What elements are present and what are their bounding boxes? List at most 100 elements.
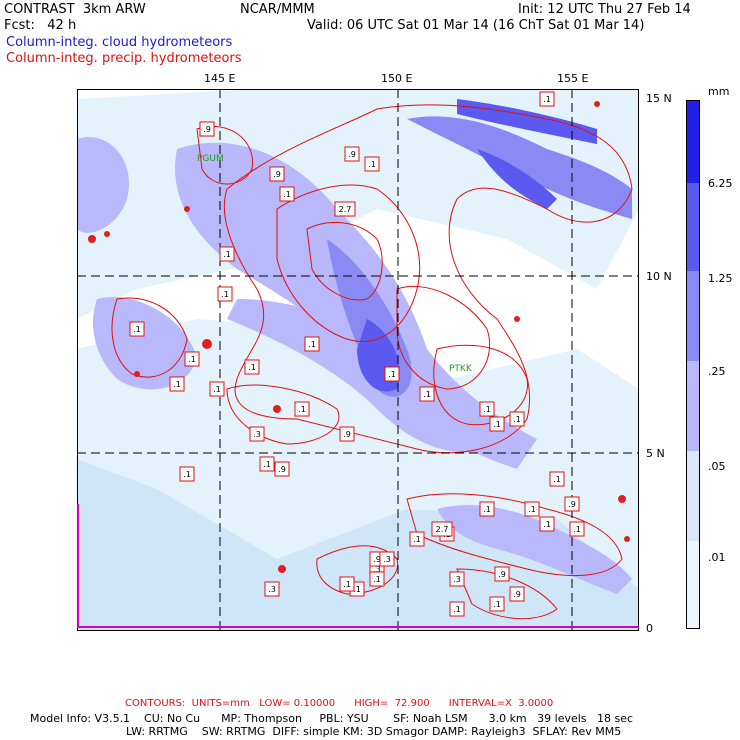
contour-label: .1 <box>388 370 396 379</box>
contour-label: .1 <box>298 405 306 414</box>
contour-label: .9 <box>343 430 351 439</box>
contour-label: .1 <box>283 190 291 199</box>
contour-label-box <box>489 416 505 432</box>
contour-label-box <box>274 461 290 477</box>
contour-label: .1 <box>513 415 521 424</box>
contour-label-box <box>244 359 260 375</box>
contour-label-box <box>259 456 275 472</box>
contour-label: .3 <box>453 575 461 584</box>
contour-label: .1 <box>263 460 271 469</box>
contour-label-box <box>179 466 195 482</box>
contour-info: CONTOURS: UNITS=mm LOW= 0.10000 HIGH= 72… <box>125 698 554 709</box>
contour-label-box <box>184 351 200 367</box>
lat-lon-grid <box>77 89 639 631</box>
contour-label: .1 <box>493 600 501 609</box>
contour-label-box <box>344 146 360 162</box>
contour-label: 2.7 <box>436 525 449 534</box>
contour-label-box <box>549 471 565 487</box>
contour-label-box <box>489 596 505 612</box>
contour-label: .1 <box>133 325 141 334</box>
precip-legend: Column-integ. precip. hydrometeors <box>6 51 242 66</box>
contour-label-box <box>409 531 425 547</box>
contour-label-box <box>279 186 295 202</box>
contour-label-box <box>249 426 265 442</box>
colorbar-label-125: 1.25 <box>708 272 733 285</box>
contour-label-box <box>539 516 555 532</box>
contour-label: .3 <box>373 565 381 574</box>
contour-label-box <box>304 336 320 352</box>
contour-labels: .1.9.1.1.92.7.1.1.1.1.1.1.1.1.9.1.1.3.9.… <box>129 91 585 617</box>
lat-label-5: 5 N <box>646 447 665 460</box>
contour-label: .1 <box>543 520 551 529</box>
contour-label: .9 <box>498 570 506 579</box>
colorbar-swatch-1 <box>687 101 699 183</box>
contour-label: .1 <box>183 470 191 479</box>
contour-label: .1 <box>188 355 196 364</box>
forecast-hour: Fcst: 42 h <box>4 18 77 33</box>
contour-label: .3 <box>383 555 391 564</box>
model-info-line1: Model Info: V3.5.1 CU: No Cu MP: Thompso… <box>30 712 634 725</box>
contour-label: .1 <box>368 160 376 169</box>
contour-label: .1 <box>343 580 351 589</box>
map-frame <box>77 89 639 631</box>
contour-label: .9 <box>273 170 281 179</box>
contour-label-box <box>269 166 285 182</box>
lat-label-0: 0 <box>646 622 653 635</box>
precip-contours <box>111 104 633 620</box>
contour-label: .1 <box>413 535 421 544</box>
lon-label-155: 155 E <box>557 72 589 85</box>
contour-label: .9 <box>348 150 356 159</box>
contour-label-box <box>479 501 495 517</box>
contour-label: .1 <box>543 95 551 104</box>
contour-label: 2.7 <box>339 205 352 214</box>
contour-label: .9 <box>203 125 211 134</box>
contour-label-box <box>431 521 453 537</box>
contour-label-box <box>334 201 356 217</box>
colorbar-label-005: .05 <box>708 460 726 473</box>
contour-label: .1 <box>553 475 561 484</box>
lon-label-145: 145 E <box>204 72 236 85</box>
contour-label-box <box>169 376 185 392</box>
contour-label-box <box>419 386 435 402</box>
contour-label-box <box>129 321 145 337</box>
colorbar-swatch-5 <box>687 451 699 541</box>
contour-label-box <box>449 601 465 617</box>
contour-label: .1 <box>453 605 461 614</box>
contour-label: .1 <box>213 385 221 394</box>
station-ptkk: PTKK <box>449 364 473 374</box>
contour-label-box <box>479 401 495 417</box>
colorbar-swatch-6 <box>687 541 699 628</box>
colorbar-label-001: .01 <box>708 551 726 564</box>
contour-label: .1 <box>173 380 181 389</box>
colorbar-label-625: 6.25 <box>708 177 733 190</box>
cloud-legend: Column-integ. cloud hydrometeors <box>6 35 233 50</box>
contour-label-box <box>339 576 355 592</box>
contour-label-box <box>524 501 540 517</box>
contour-label: .1 <box>353 585 361 594</box>
contour-label: .1 <box>221 290 229 299</box>
contour-label: .1 <box>373 575 381 584</box>
contour-label-box <box>509 586 525 602</box>
contour-label-box <box>564 496 580 512</box>
contour-label: .9 <box>568 500 576 509</box>
contour-label: .1 <box>223 250 231 259</box>
valid-time: Valid: 06 UTC Sat 01 Mar 14 (16 ChT Sat … <box>307 18 645 33</box>
colorbar <box>686 100 700 629</box>
contour-label: .1 <box>573 525 581 534</box>
model-info-line2: LW: RRTMG SW: RRTMG DIFF: simple KM: 3D … <box>126 725 622 738</box>
contour-label-box <box>217 286 233 302</box>
contour-label: .1 <box>248 363 256 372</box>
contour-label-box <box>384 366 400 382</box>
contour-label-box <box>364 156 380 172</box>
colorbar-unit: mm <box>708 85 730 98</box>
colorbar-label-025: .25 <box>708 365 726 378</box>
station-pgum: PGUM <box>197 154 224 164</box>
colorbar-swatch-3 <box>687 271 699 361</box>
contour-label: .9 <box>513 590 521 599</box>
lat-label-10: 10 N <box>646 270 672 283</box>
center-name: NCAR/MMM <box>240 2 315 17</box>
contour-label: .1 <box>308 340 316 349</box>
contour-label-box <box>509 411 525 427</box>
contour-label-box <box>294 401 310 417</box>
contour-label-box <box>369 571 385 587</box>
